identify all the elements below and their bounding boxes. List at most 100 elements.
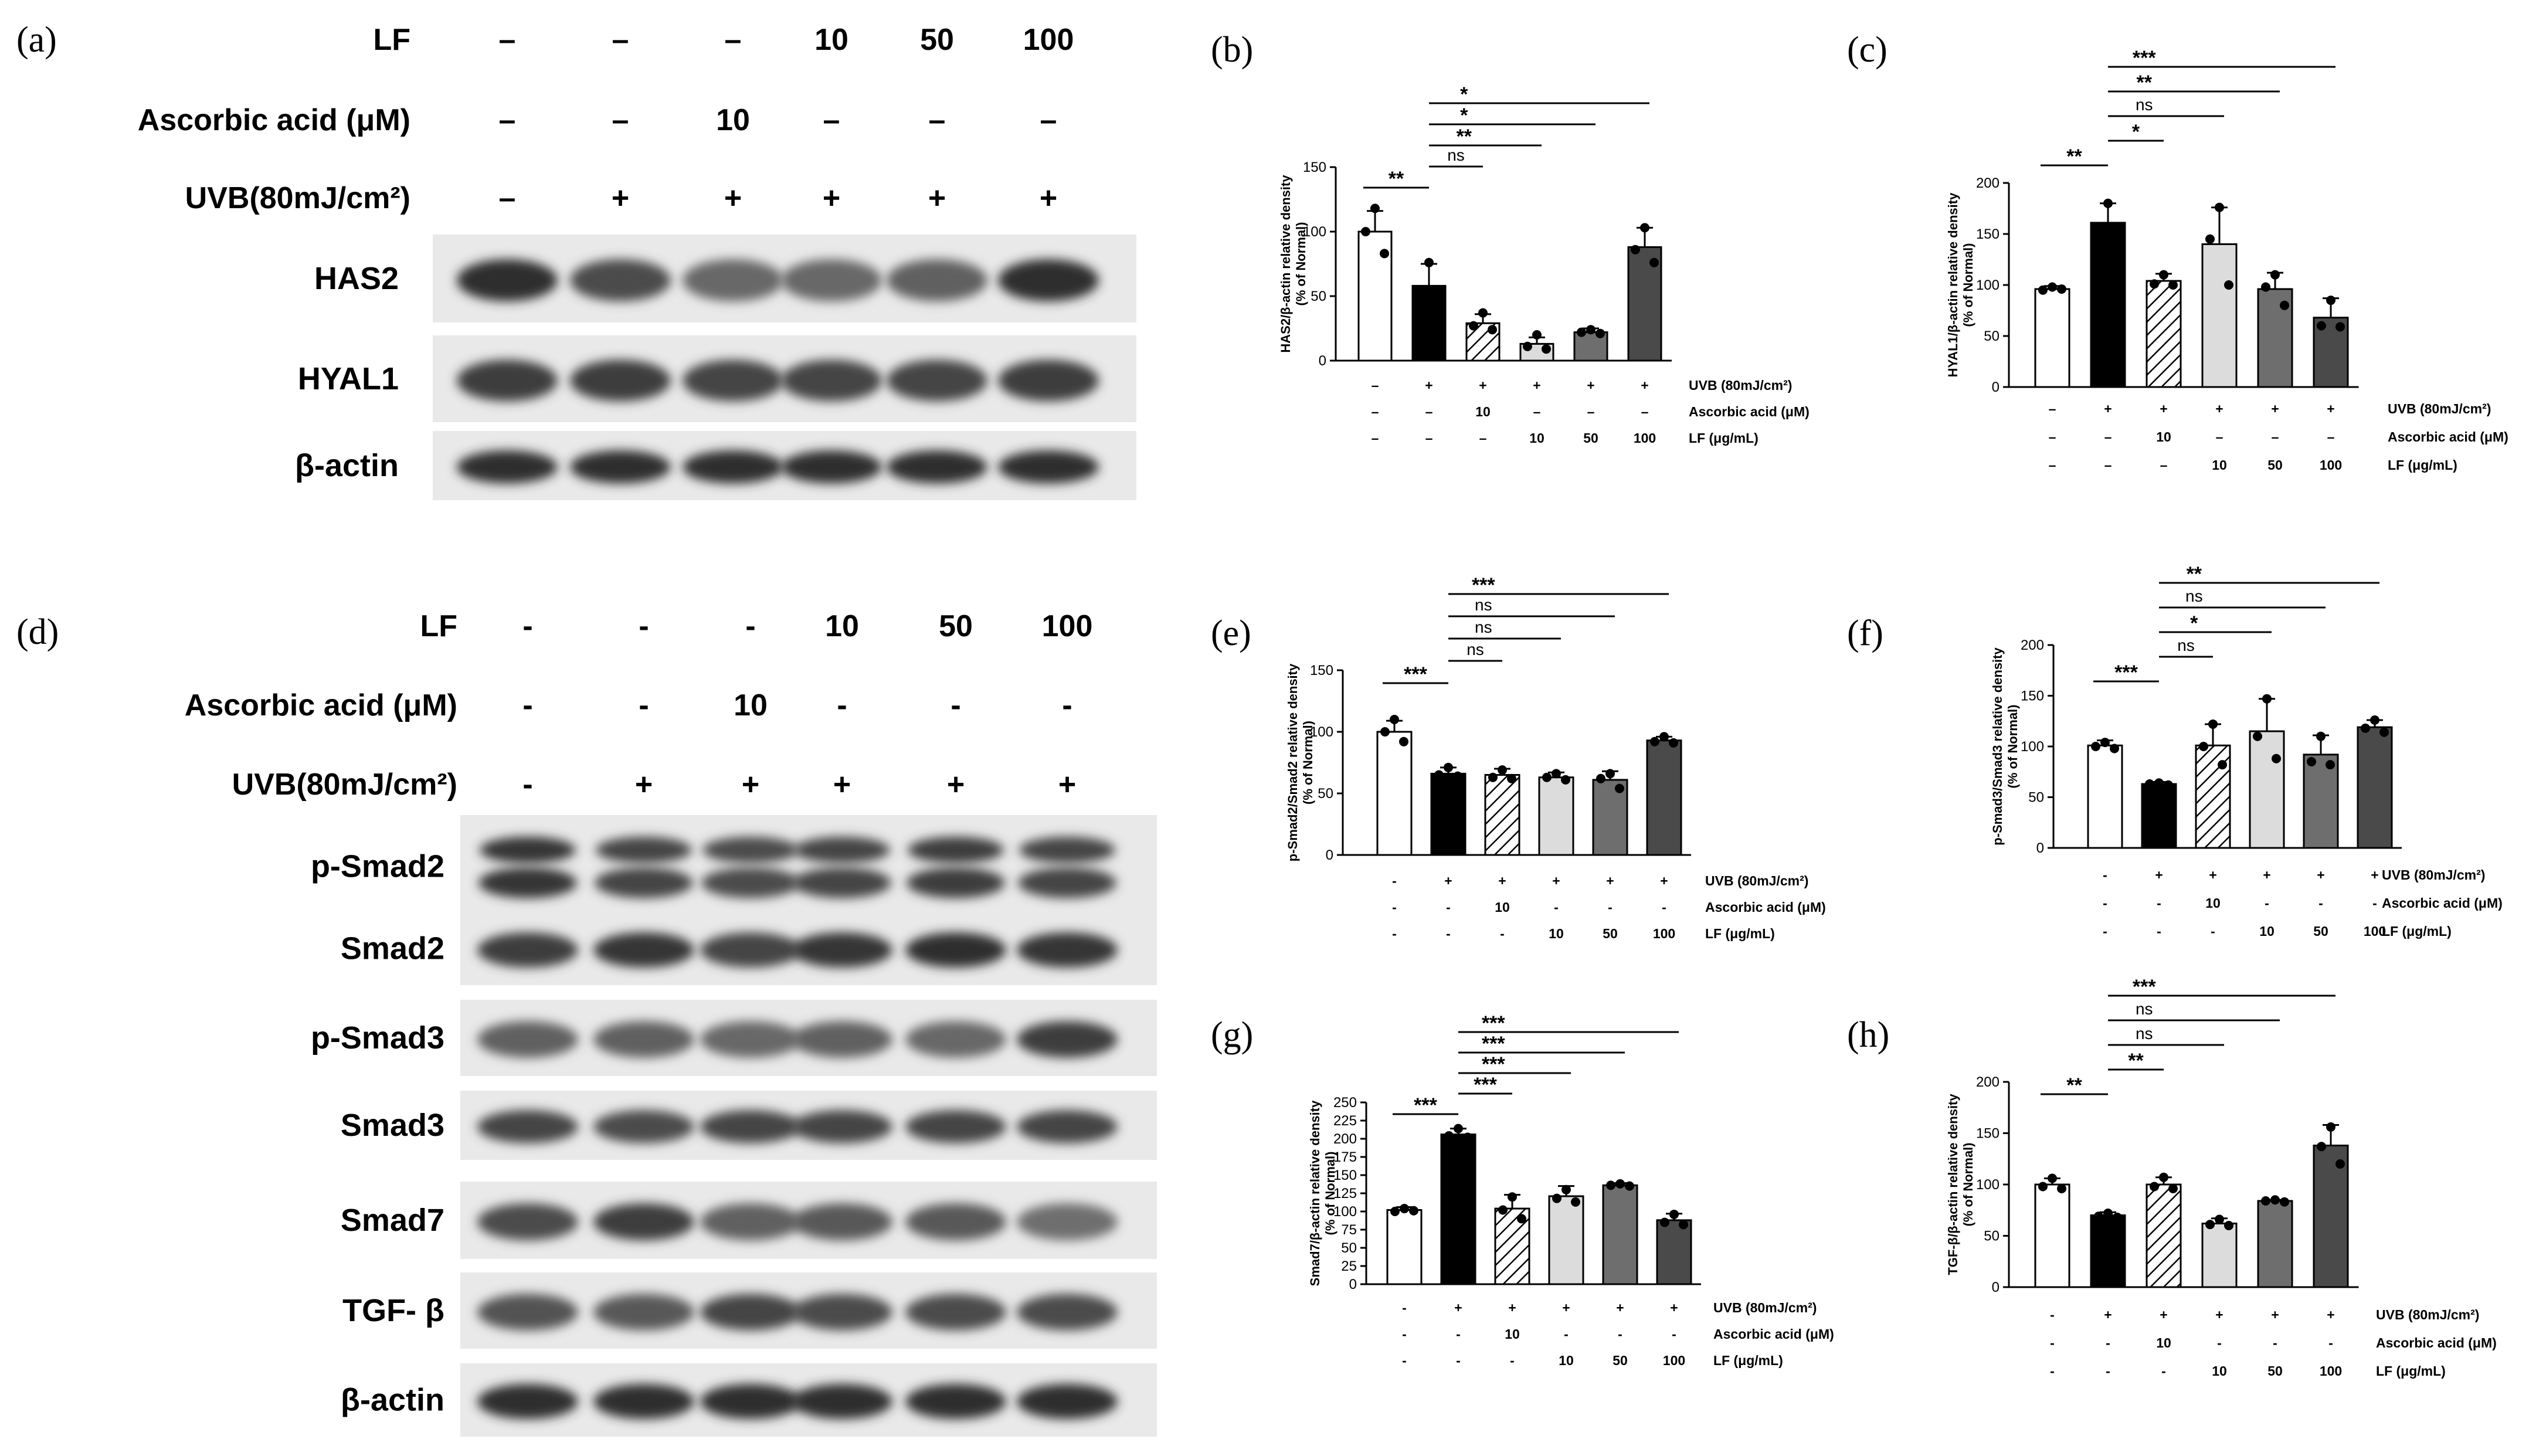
condition-value: + bbox=[2155, 867, 2163, 883]
condition-value: - bbox=[2157, 895, 2161, 911]
significance-label: ** bbox=[2066, 145, 2082, 168]
significance-label: *** bbox=[1482, 1033, 1505, 1055]
blot-band bbox=[700, 1294, 801, 1331]
condition-row-label: LF (μg/mL) bbox=[1713, 1353, 1783, 1368]
condition-value: – bbox=[1040, 103, 1057, 137]
blot-band bbox=[1017, 1021, 1118, 1058]
blot-band bbox=[781, 359, 882, 402]
blot-band bbox=[1018, 867, 1116, 898]
condition-value: – bbox=[1641, 404, 1649, 419]
condition-value: + bbox=[2104, 401, 2112, 416]
data-point bbox=[2094, 226, 2103, 236]
data-point bbox=[2280, 300, 2289, 310]
condition-value: + bbox=[1444, 873, 1452, 888]
condition-value: + bbox=[1552, 873, 1560, 888]
blot-band bbox=[998, 359, 1099, 402]
condition-row-label: Ascorbic acid (μM) bbox=[2376, 1335, 2497, 1350]
condition-value: 10 bbox=[2156, 429, 2171, 444]
data-point bbox=[1409, 1206, 1418, 1216]
data-point bbox=[1596, 773, 1605, 783]
y-axis-label: HAS2/β-actin relative density(% of Norma… bbox=[1278, 175, 1308, 353]
bar bbox=[2357, 726, 2393, 849]
condition-label: UVB(80mJ/cm²) bbox=[185, 181, 410, 215]
condition-value: – bbox=[1372, 430, 1379, 446]
data-point bbox=[1498, 1205, 1508, 1215]
panel-label: (e) bbox=[1211, 613, 1251, 653]
condition-row-label: Ascorbic acid (μM) bbox=[1713, 1326, 1834, 1342]
condition-value: – bbox=[2049, 457, 2056, 473]
data-point bbox=[1577, 327, 1586, 337]
y-tick-label: 175 bbox=[1333, 1149, 1357, 1165]
band-label: TGF- β bbox=[342, 1293, 444, 1328]
condition-value: – bbox=[2104, 429, 2112, 444]
blot-band bbox=[570, 359, 671, 402]
condition-value: + bbox=[2215, 401, 2223, 416]
blot-band bbox=[477, 1203, 578, 1241]
blot-band bbox=[792, 1294, 892, 1331]
condition-value: – bbox=[2216, 429, 2223, 444]
blot-band bbox=[683, 259, 783, 301]
data-point bbox=[2317, 321, 2326, 331]
condition-value: + bbox=[1660, 873, 1668, 888]
y-tick-label: 100 bbox=[1976, 1177, 2000, 1193]
data-point bbox=[1561, 775, 1570, 785]
data-point bbox=[2168, 280, 2178, 290]
condition-row-label: LF (μg/mL) bbox=[1705, 926, 1775, 941]
y-axis-label-line: (% of Normal) bbox=[1961, 243, 1975, 327]
significance-label: ns bbox=[2136, 1024, 2153, 1043]
bar bbox=[2090, 222, 2126, 388]
condition-value: – bbox=[2272, 429, 2279, 444]
data-point bbox=[1488, 772, 1498, 782]
condition-value: 100 bbox=[1653, 926, 1675, 941]
condition-value: – bbox=[1372, 404, 1379, 419]
significance-label: ** bbox=[1389, 168, 1404, 190]
bar bbox=[2249, 730, 2285, 849]
blot-band bbox=[998, 259, 1099, 301]
blot-band bbox=[477, 1110, 578, 1143]
y-axis-label-line: (% of Normal) bbox=[1961, 1143, 1975, 1227]
data-point bbox=[1669, 738, 1678, 748]
blot-band bbox=[1017, 932, 1118, 968]
y-tick-label: 50 bbox=[1984, 1228, 2000, 1244]
data-point bbox=[1469, 321, 1478, 331]
blot-band bbox=[457, 259, 558, 301]
significance-label: ns bbox=[1475, 596, 1492, 614]
condition-value: - bbox=[1500, 926, 1505, 941]
condition-row-label: LF (μg/mL) bbox=[1689, 430, 1759, 446]
condition-value: - bbox=[522, 609, 532, 643]
data-point bbox=[1586, 325, 1596, 335]
blot-band bbox=[593, 1203, 694, 1241]
condition-value: - bbox=[2103, 924, 2107, 939]
data-point bbox=[1390, 1207, 1400, 1216]
data-point bbox=[1606, 1180, 1615, 1190]
y-tick-label: 100 bbox=[1310, 724, 1333, 740]
condition-value: – bbox=[1425, 404, 1433, 419]
data-point bbox=[1434, 296, 1443, 306]
data-point bbox=[1434, 770, 1444, 780]
condition-value: 100 bbox=[2364, 924, 2386, 939]
data-point bbox=[2113, 229, 2122, 239]
data-point bbox=[2048, 282, 2057, 292]
blot-band bbox=[792, 1384, 892, 1419]
condition-value: + bbox=[2209, 867, 2216, 883]
y-tick-label: 200 bbox=[1333, 1131, 1357, 1147]
blot-panel-a: (a) LF – – – 10 50 100 Ascorbic acid (μM) – – 10 – – –… bbox=[16, 20, 1136, 500]
condition-value: + bbox=[1454, 1300, 1462, 1315]
significance-label: *** bbox=[2133, 976, 2156, 998]
condition-value: – bbox=[2049, 401, 2056, 416]
blot-band bbox=[593, 1294, 694, 1331]
condition-value: 50 bbox=[2313, 924, 2328, 939]
condition-value: 10 bbox=[814, 23, 848, 57]
condition-value: – bbox=[929, 103, 946, 137]
significance-label: ** bbox=[2187, 563, 2202, 585]
band-label: HYAL1 bbox=[298, 361, 399, 396]
blot-band bbox=[477, 932, 578, 968]
condition-value: + bbox=[823, 181, 840, 215]
data-point bbox=[2253, 731, 2262, 741]
condition-value: - bbox=[639, 609, 649, 643]
significance-label: *** bbox=[1474, 1074, 1497, 1096]
bar bbox=[2146, 280, 2182, 388]
y-tick-label: 25 bbox=[1341, 1258, 1357, 1274]
condition-value: 10 bbox=[2205, 895, 2221, 911]
